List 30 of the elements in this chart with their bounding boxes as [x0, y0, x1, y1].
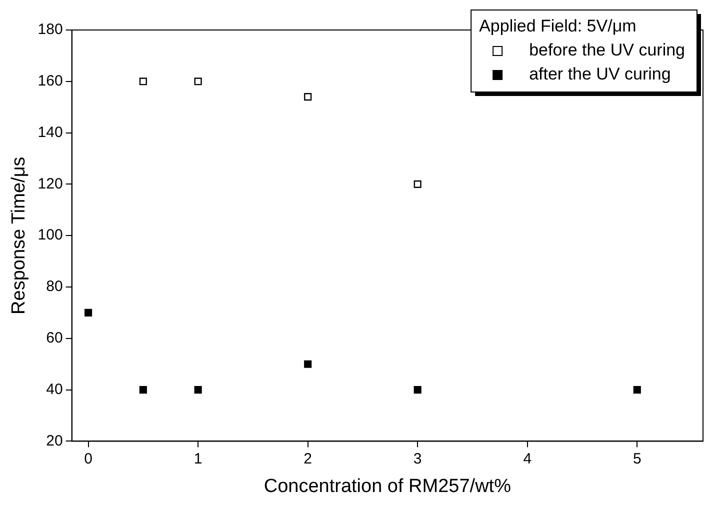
x-tick-label: 4 [523, 450, 532, 468]
x-tick-label: 1 [194, 450, 202, 468]
point [414, 180, 422, 188]
x-axis-title: Concentration of RM257/wt% [264, 476, 512, 497]
point [139, 386, 147, 394]
point [414, 386, 422, 394]
y-tick-label: 120 [38, 175, 63, 192]
y-tick-label: 140 [38, 124, 63, 141]
y-axis-title: Response Time/μs [8, 156, 30, 314]
x-tick-label: 0 [84, 450, 92, 468]
point [633, 386, 641, 394]
x-tick-label: 2 [304, 450, 312, 468]
legend-label: before the UV curing [529, 40, 685, 60]
y-tick-label: 180 [38, 21, 63, 38]
point [84, 308, 92, 316]
legend-title: Applied Field: 5V/μm [479, 16, 636, 36]
legend-label: after the UV curing [529, 64, 671, 84]
y-tick-label: 100 [38, 226, 63, 244]
point [304, 360, 312, 368]
y-tick-label: 20 [46, 432, 63, 450]
x-tick-label: 5 [632, 450, 642, 468]
y-tick-label: 40 [46, 380, 63, 398]
y-tick-label: 160 [38, 72, 63, 90]
x-tick-label: 3 [413, 450, 422, 468]
point [304, 93, 312, 101]
point [194, 78, 202, 86]
y-tick-label: 80 [46, 278, 63, 296]
point [139, 78, 147, 86]
y-tick-label: 60 [46, 330, 63, 347]
point [194, 386, 202, 394]
